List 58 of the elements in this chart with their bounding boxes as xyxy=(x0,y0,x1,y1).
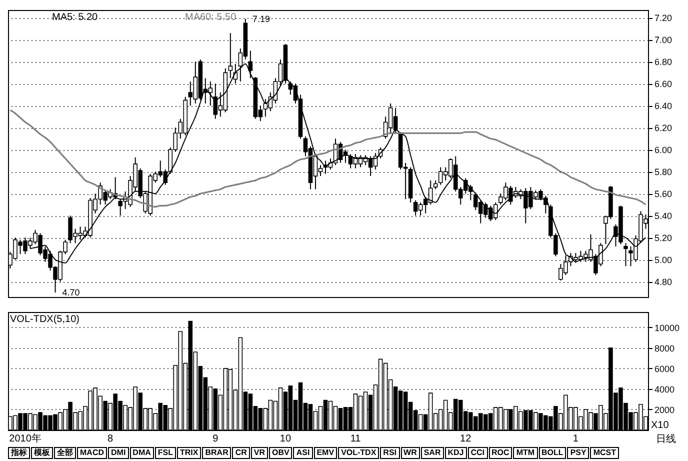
text: VOL-TDX xyxy=(338,447,380,459)
text: PSY xyxy=(567,447,590,459)
text: BRAR xyxy=(202,447,232,459)
text: 指标 xyxy=(8,447,30,459)
text: MCST xyxy=(590,447,619,459)
text: CCI xyxy=(468,447,488,459)
x-tick-label: 12 xyxy=(460,434,472,444)
text: BOLL xyxy=(538,447,566,459)
text: ROC xyxy=(488,447,512,459)
text: MTM xyxy=(513,447,538,459)
y-tick-label: 7.00 xyxy=(654,35,672,46)
x-tick-label: 9 xyxy=(212,434,219,444)
text: SAR xyxy=(420,447,444,459)
text: WR xyxy=(400,447,420,459)
y-tick-label: 5.60 xyxy=(654,189,672,200)
x-tick-label: 1 xyxy=(572,434,579,444)
y-tick-label: 5.20 xyxy=(654,233,672,244)
y-tick-label: 6000 xyxy=(654,364,675,374)
y-tick-label: 6.60 xyxy=(654,79,672,90)
y-tick-label: 5.40 xyxy=(654,211,672,222)
text: KDJ xyxy=(444,447,467,459)
text: ASI xyxy=(293,447,313,459)
candlestick xyxy=(624,242,628,267)
text: CR xyxy=(232,447,250,459)
chart-title: VOL-TDX(5,10) xyxy=(10,314,80,325)
annotation: 4.70 xyxy=(62,288,80,298)
text: DMA xyxy=(130,447,154,459)
y-tick-label: 10000 xyxy=(654,322,680,333)
x-tick-label: 11 xyxy=(350,434,362,444)
y-tick-label: 6.80 xyxy=(654,57,672,68)
text: RSI xyxy=(380,447,400,459)
y-tick-label: 5.00 xyxy=(654,255,672,266)
y-tick-label: 5.80 xyxy=(654,167,672,178)
text: MA5: 5.20 xyxy=(52,12,98,23)
x-tick-label: 8 xyxy=(108,434,114,444)
text: 模板 xyxy=(31,447,53,459)
y-tick-label: 6.20 xyxy=(654,123,672,134)
text: DMI xyxy=(108,447,129,459)
text: OBV xyxy=(269,447,292,459)
text: MA60: 5.50 xyxy=(185,12,237,23)
text: MACD xyxy=(77,447,107,459)
y-tick-label: 2000 xyxy=(654,404,675,415)
y-tick-label: 6.00 xyxy=(654,145,672,156)
y-tick-label: 7.20 xyxy=(654,13,672,24)
text: TRIX xyxy=(177,447,202,459)
text: X10 xyxy=(651,420,670,431)
x-tick-label: 2010年 xyxy=(9,432,42,444)
annotation: 7.19 xyxy=(252,14,270,24)
text: FSL xyxy=(154,447,176,459)
x-tick-label: 10 xyxy=(280,434,292,444)
text: 日线 xyxy=(656,433,676,445)
text: EMV xyxy=(314,447,338,459)
text: 全部 xyxy=(54,447,76,459)
y-tick-label: 4.80 xyxy=(654,277,672,288)
y-tick-label: 4000 xyxy=(654,384,675,394)
y-tick-label: 6.40 xyxy=(654,101,672,112)
y-tick-label: 8000 xyxy=(654,343,675,354)
text: VR xyxy=(250,447,268,459)
